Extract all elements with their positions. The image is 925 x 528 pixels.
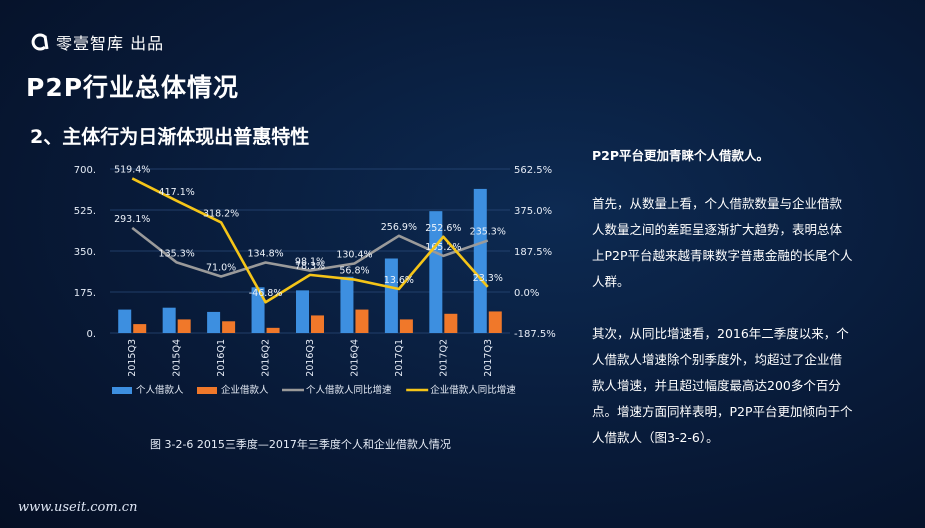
x-axis-tick: 2016Q3	[305, 339, 316, 377]
bar-personal	[118, 309, 132, 333]
chart: 700. 525. 350. 175. 0. 562.5% 375.0% 187.5% 0.0%…	[70, 155, 560, 415]
bar-personal	[473, 188, 487, 333]
legend-swatch	[112, 387, 132, 394]
right-axis-tick: 187.5%	[514, 247, 552, 258]
bar-personal	[162, 307, 176, 333]
left-axis-tick: 525.	[74, 206, 96, 217]
legend-entry: 企业借款人同比增速	[430, 384, 516, 396]
brand-mark-icon	[31, 33, 49, 51]
bar-enterprise	[222, 321, 236, 333]
left-axis-tick: 0.	[86, 329, 96, 340]
bar-personal	[251, 287, 265, 333]
data-label: 71.0%	[206, 262, 236, 273]
legend-swatch	[197, 387, 217, 394]
bar-personal	[340, 276, 354, 333]
bar-enterprise	[177, 319, 191, 333]
data-label: 134.8%	[247, 249, 283, 260]
bar-enterprise	[311, 315, 324, 333]
page-subtitle: 2、主体行为日渐体现出普惠特性	[30, 126, 310, 148]
brand-text: 零壹智库 出品	[56, 34, 165, 53]
data-label: 318.2%	[203, 208, 239, 219]
left-axis-tick: 700.	[74, 165, 96, 176]
x-axis-tick: 2017Q1	[394, 339, 405, 377]
data-label: 135.3%	[159, 248, 195, 259]
x-axis-tick: 2016Q4	[349, 339, 360, 377]
data-label: 252.6%	[425, 223, 461, 234]
left-axis-tick: 175.	[74, 288, 96, 299]
page-title: P2P行业总体情况	[26, 73, 240, 102]
data-label: 519.4%	[114, 164, 150, 175]
watermark: www.useit.com.cn	[18, 500, 138, 515]
left-axis-tick: 350.	[74, 247, 96, 258]
legend-entry: 企业借款人	[221, 384, 269, 396]
bar-enterprise	[399, 319, 413, 333]
x-axis-tick: 2016Q1	[216, 339, 227, 377]
chart-caption: 图 3-2-6 2015三季度—2017年三季度个人和企业借款人情况	[150, 438, 451, 451]
legend-entry: 个人借款人同比增速	[306, 384, 392, 396]
data-label: 130.4%	[336, 249, 372, 260]
panel-paragraph-1: 首先，从数量上看，个人借款数量与企业借款人数量之间的差距呈逐渐扩大趋势，表明总体…	[592, 196, 853, 289]
data-label: 13.6%	[384, 275, 414, 286]
right-axis-tick: -187.5%	[514, 329, 556, 340]
data-label: 23.3%	[473, 273, 503, 284]
chart-svg: 700. 525. 350. 175. 0. 562.5% 375.0% 187.5% 0.0%…	[74, 164, 556, 396]
data-label: 235.3%	[470, 227, 506, 238]
panel-paragraph-2: 其次，从同比增速看，2016年二季度以来，个人借款人增速除个别季度外，均超过了企…	[592, 326, 853, 445]
data-label: 293.1%	[114, 214, 150, 225]
right-axis-tick: 0.0%	[514, 288, 539, 299]
bar-personal	[207, 311, 221, 333]
data-label: 417.1%	[159, 187, 195, 198]
right-axis-tick: 562.5%	[514, 165, 552, 176]
data-label: 78.3%	[295, 261, 325, 272]
data-label: 98.1%	[295, 257, 325, 268]
line-enterprise-growth	[131, 177, 489, 304]
bar-personal	[296, 290, 309, 333]
bar-enterprise	[266, 327, 280, 333]
text-panel: P2P平台更加青睐个人借款人。 首先，从数量上看，个人借款数量与企业借款人数量之…	[592, 143, 854, 477]
line-personal-growth	[131, 226, 489, 278]
bar-enterprise	[444, 313, 458, 333]
x-axis-tick: 2016Q2	[261, 339, 272, 377]
bar-personal	[384, 258, 398, 333]
panel-lead: P2P平台更加青睐个人借款人。	[592, 148, 770, 163]
brand-logo: 零壹智库 出品	[30, 30, 164, 54]
right-axis-tick: 375.0%	[514, 206, 552, 217]
data-label: 56.8%	[339, 266, 369, 277]
x-axis-tick: 2015Q4	[172, 339, 183, 377]
data-label: 256.9%	[381, 222, 417, 233]
x-axis-tick: 2015Q3	[127, 339, 138, 377]
x-axis-tick: 2017Q3	[483, 339, 494, 377]
bar-enterprise	[133, 324, 147, 333]
legend-entry: 个人借款人	[136, 384, 184, 396]
data-label: 165.2%	[425, 242, 461, 253]
bar-enterprise	[488, 311, 502, 333]
bar-enterprise	[355, 309, 369, 333]
x-axis-tick: 2017Q2	[438, 339, 449, 377]
data-label: -46.8%	[249, 288, 283, 299]
